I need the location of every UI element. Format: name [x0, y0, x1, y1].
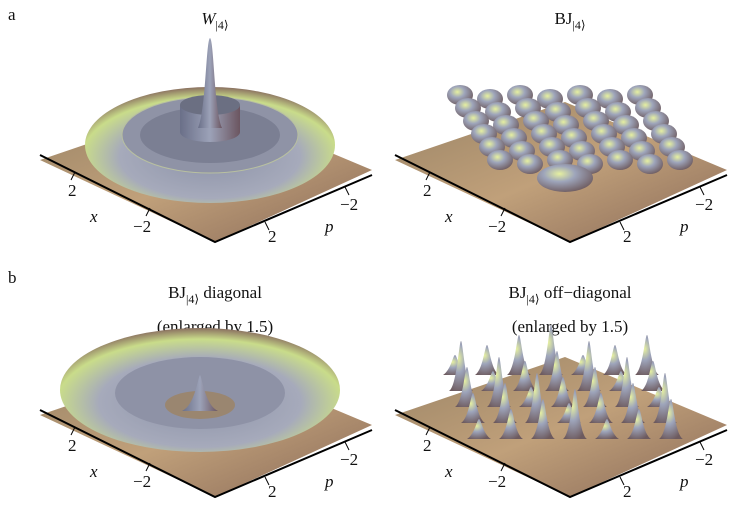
title-main: BJ [509, 283, 527, 302]
x-tick-label: 2 [68, 436, 77, 455]
plot-title: BJ|4⟩ [554, 9, 585, 32]
title-suffix: off−diagonal [540, 283, 632, 302]
x-axis-label: x [89, 462, 98, 481]
x-tick-label: −2 [488, 472, 506, 491]
figure: a b W|4⟩2−2x2−2pBJ|4⟩2−2x2−2pBJ|4⟩ diago… [0, 0, 740, 518]
tick [345, 442, 349, 450]
title-main: BJ [168, 283, 186, 302]
x-tick-label: −2 [488, 217, 506, 236]
surface: 2−2x2−2p [395, 325, 727, 501]
bump [607, 150, 633, 170]
x-tick-label: −2 [133, 217, 151, 236]
plot-title: W|4⟩ [201, 9, 228, 32]
x-tick-label: 2 [423, 181, 432, 200]
tick [345, 187, 349, 195]
x-tick-label: −2 [133, 472, 151, 491]
p-axis-label: p [679, 217, 689, 236]
x-tick-label: 2 [68, 181, 77, 200]
tick [700, 187, 704, 195]
panel-label: b [8, 268, 17, 287]
plot-title: BJ|4⟩ off−diagonal [509, 283, 632, 306]
plot: W|4⟩2−2x2−2p [40, 9, 372, 246]
page: {"panels": [ {"label": "a", "plots": [ {… [0, 0, 740, 518]
plot: BJ|4⟩2−2x2−2p [395, 9, 727, 246]
tick [700, 442, 704, 450]
surface: 2−2x2−2p [395, 85, 727, 246]
panel-label: a [8, 5, 16, 24]
surface: 2−2x2−2p [40, 38, 372, 246]
title-sub: |4⟩ [186, 292, 199, 306]
peak [603, 345, 627, 375]
title-main: BJ [554, 9, 572, 28]
x-axis-label: x [89, 207, 98, 226]
surface: 2−2x2−2p [40, 328, 372, 501]
p-tick-label: 2 [268, 227, 277, 246]
plot-note: (enlarged by 1.5) [512, 317, 628, 336]
p-tick-label: −2 [340, 195, 358, 214]
bump [537, 164, 593, 192]
plot-title: BJ|4⟩ diagonal [168, 283, 262, 306]
p-tick-label: −2 [695, 450, 713, 469]
title-sub: |4⟩ [572, 18, 585, 32]
p-tick-label: −2 [695, 195, 713, 214]
spike [198, 38, 222, 128]
p-tick-label: 2 [623, 227, 632, 246]
bump [487, 150, 513, 170]
title-suffix: diagonal [199, 283, 262, 302]
plot: BJ|4⟩ off−diagonal(enlarged by 1.5)2−2x2… [395, 283, 727, 501]
peak [475, 345, 499, 375]
p-tick-label: 2 [268, 482, 277, 501]
title-sub: |4⟩ [526, 292, 539, 306]
bump [517, 154, 543, 174]
x-axis-label: x [444, 462, 453, 481]
p-axis-label: p [324, 472, 334, 491]
x-tick-label: 2 [423, 436, 432, 455]
plot: BJ|4⟩ diagonal(enlarged by 1.5)2−2x2−2p [40, 283, 372, 501]
p-tick-label: 2 [623, 482, 632, 501]
x-axis-label: x [444, 207, 453, 226]
title-sub: |4⟩ [216, 18, 229, 32]
p-axis-label: p [679, 472, 689, 491]
p-axis-label: p [324, 217, 334, 236]
p-tick-label: −2 [340, 450, 358, 469]
bump [637, 154, 663, 174]
bump [667, 150, 693, 170]
